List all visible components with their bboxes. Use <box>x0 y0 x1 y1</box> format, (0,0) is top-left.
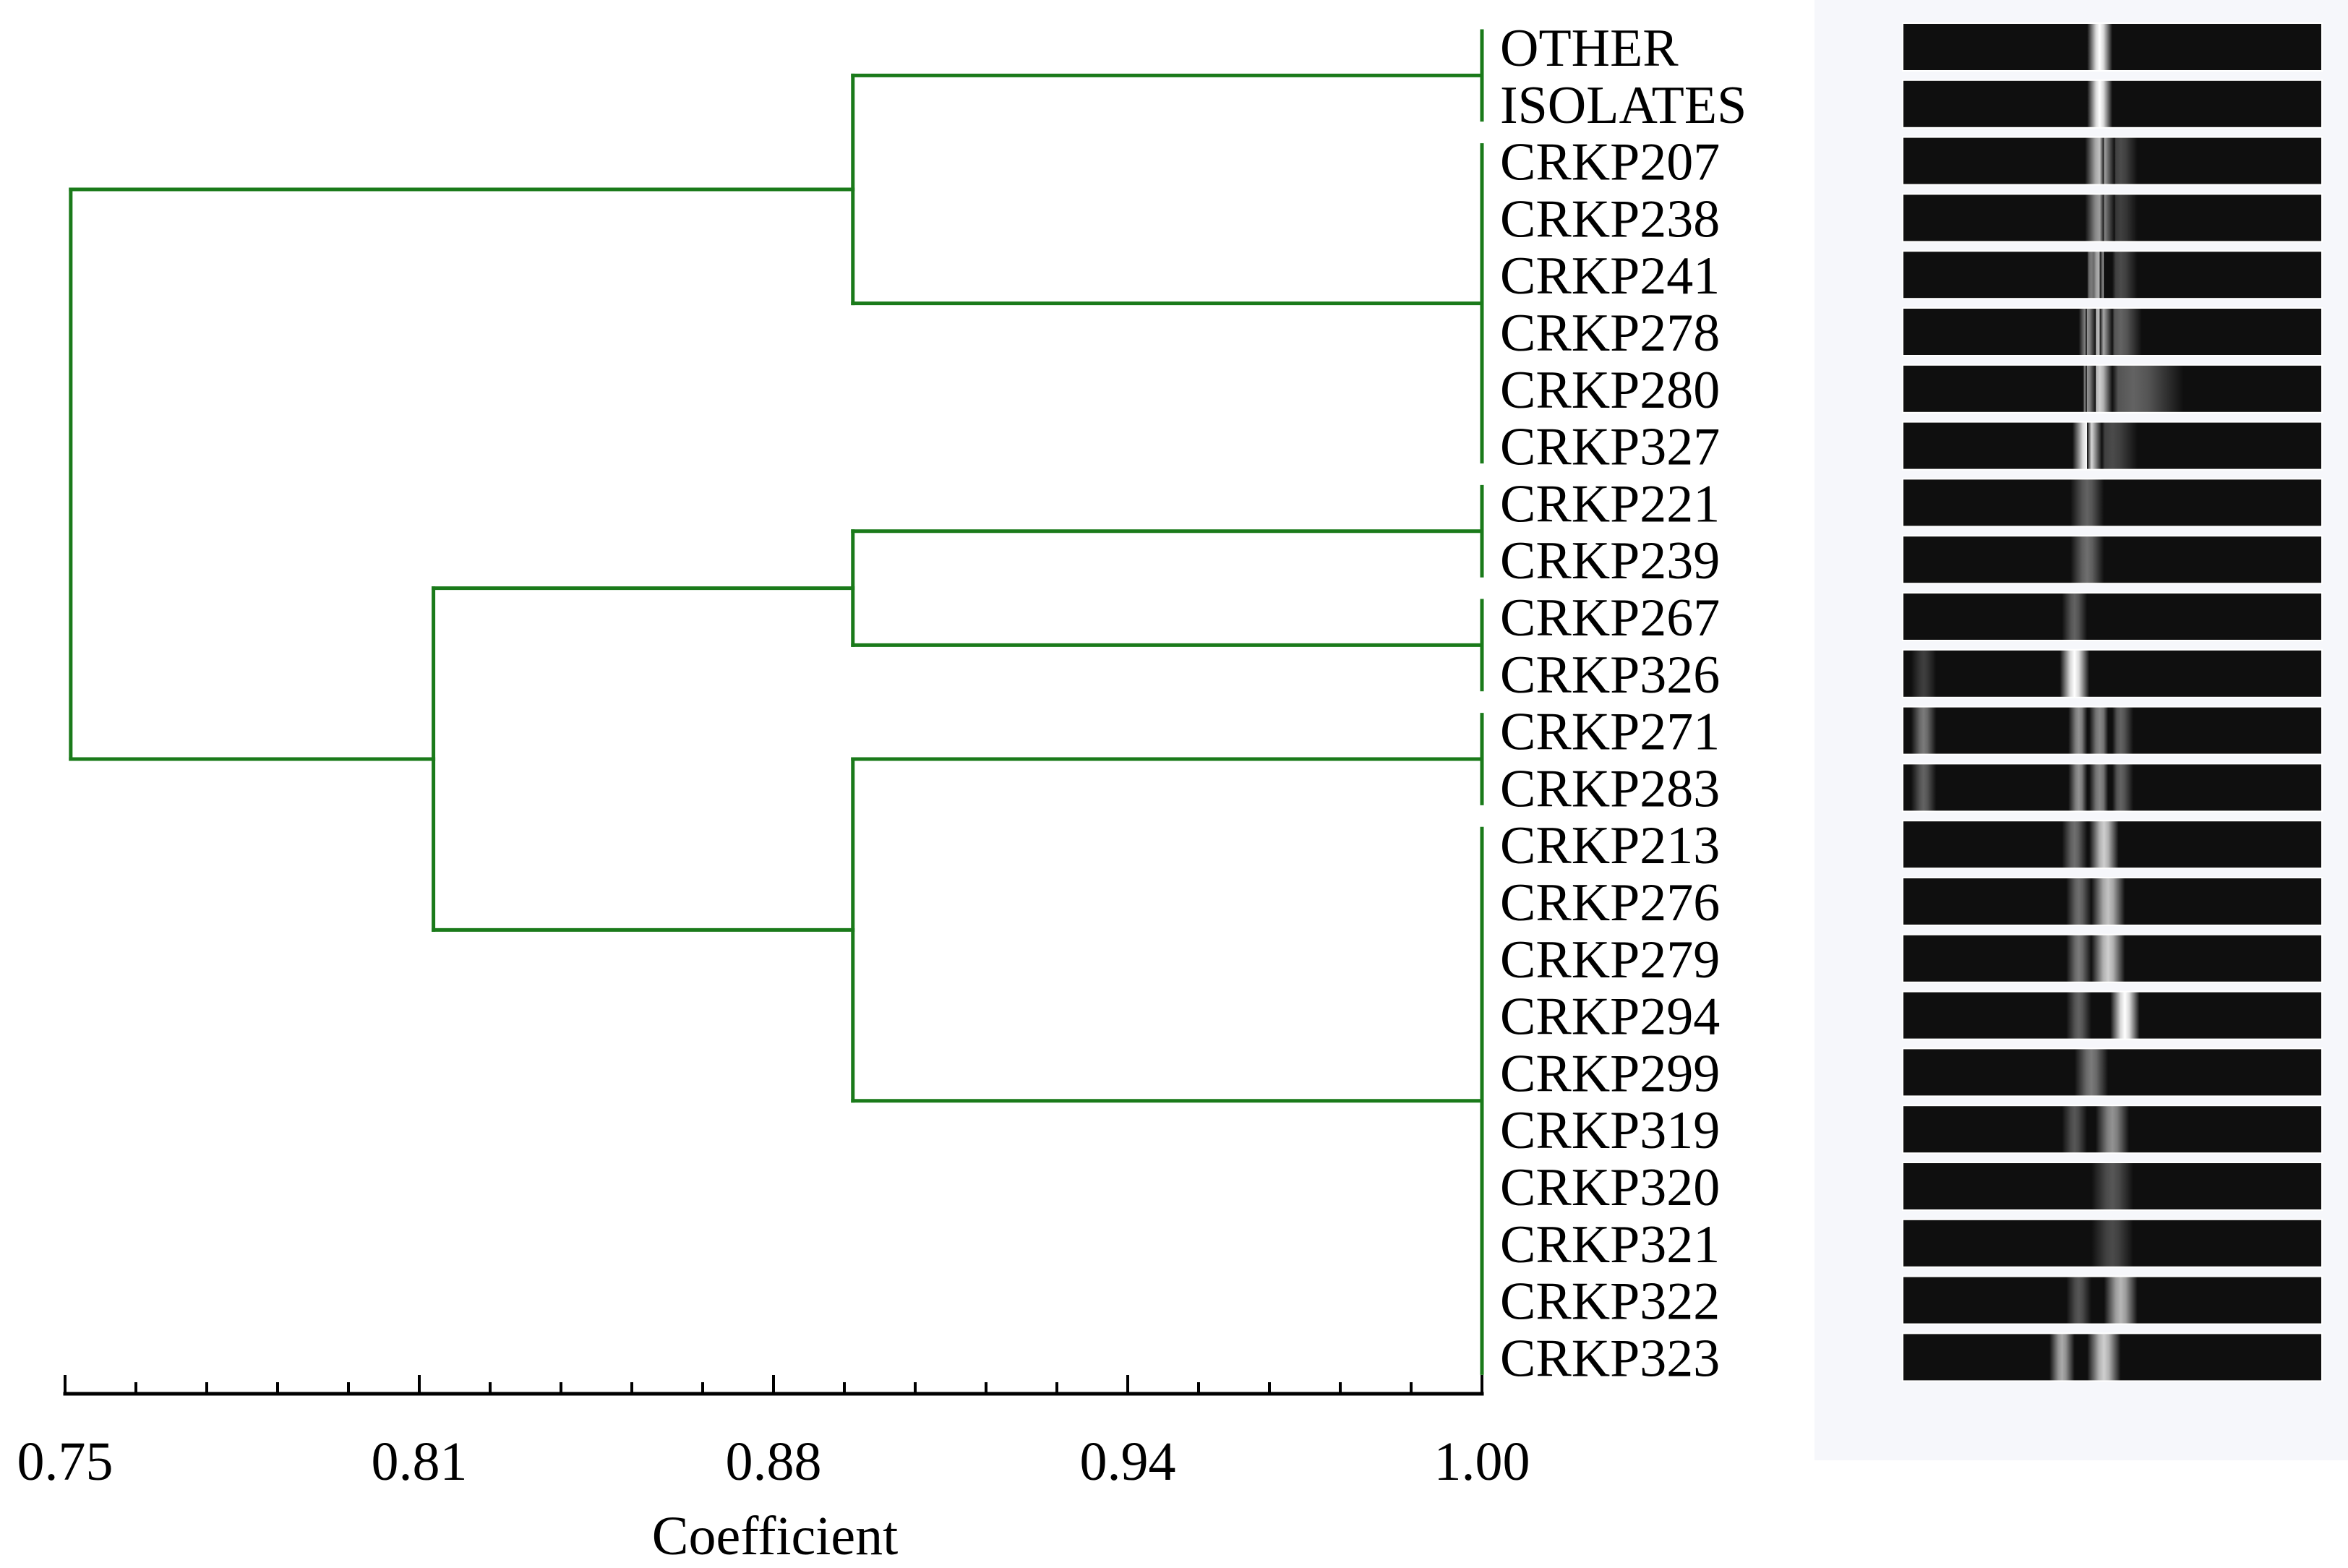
gel-lane <box>1902 990 2323 1040</box>
gel-lane <box>1902 820 2323 870</box>
gel-lane <box>1902 1218 2323 1268</box>
gel-lane <box>1902 421 2323 471</box>
gel-lane <box>1902 22 2323 72</box>
leaf-label: CRKP267 <box>1500 588 1720 648</box>
leaf-label: CRKP279 <box>1500 930 1720 990</box>
gel-lane <box>1902 763 2323 813</box>
gel-lane <box>1902 1275 2323 1325</box>
x-tick-label: 1.00 <box>1434 1431 1530 1492</box>
leaf-label: OTHER <box>1500 19 1679 78</box>
gel-lane <box>1902 592 2323 641</box>
gel-lane <box>1902 535 2323 585</box>
leaf-label: CRKP238 <box>1500 189 1720 249</box>
leaf-label: CRKP271 <box>1500 703 1720 762</box>
gel-lane <box>1902 933 2323 983</box>
leaf-label: CRKP278 <box>1500 304 1720 363</box>
gel-lane <box>1902 478 2323 528</box>
leaf-label: CRKP322 <box>1500 1272 1720 1332</box>
gel-lane <box>1902 1162 2323 1211</box>
leaf-label: CRKP280 <box>1500 361 1720 420</box>
gel-lane <box>1902 79 2323 129</box>
x-tick-label: 0.81 <box>372 1431 468 1492</box>
leaf-label: CRKP239 <box>1500 531 1720 591</box>
gel-lanes <box>1902 22 2323 1382</box>
leaf-label: CRKP207 <box>1500 133 1720 192</box>
leaf-label: ISOLATES <box>1500 76 1747 135</box>
gel-lane <box>1902 877 2323 926</box>
gel-lane <box>1902 307 2323 356</box>
leaf-label: CRKP283 <box>1500 759 1720 818</box>
leaf-label: CRKP213 <box>1500 816 1720 875</box>
gel-lane <box>1902 1105 2323 1154</box>
gel-lane <box>1902 250 2323 300</box>
leaf-label: CRKP326 <box>1500 646 1720 705</box>
gel-lane <box>1902 136 2323 186</box>
leaf-label: CRKP276 <box>1500 873 1720 933</box>
x-tick-label: 0.94 <box>1080 1431 1176 1492</box>
gel-lane <box>1902 648 2323 698</box>
gel-lane <box>1902 193 2323 243</box>
leaf-label: CRKP294 <box>1500 988 1720 1047</box>
leaf-label: CRKP319 <box>1500 1101 1720 1160</box>
x-axis-title: Coefficient <box>652 1506 898 1567</box>
leaf-label: CRKP221 <box>1500 474 1720 534</box>
gel-lane <box>1902 1332 2323 1382</box>
x-tick-label: 0.88 <box>726 1431 822 1492</box>
gel-lane <box>1902 706 2323 755</box>
dendrogram-branches <box>69 29 1484 1375</box>
x-tick-label: 0.75 <box>17 1431 113 1492</box>
leaf-label: CRKP321 <box>1500 1215 1720 1274</box>
gel-lane <box>1902 364 2323 414</box>
leaf-label: CRKP327 <box>1500 418 1720 477</box>
leaf-labels: OTHERISOLATESCRKP207CRKP238CRKP241CRKP27… <box>1500 19 1747 1388</box>
gel-lane <box>1902 1048 2323 1097</box>
leaf-label: CRKP299 <box>1500 1044 1720 1103</box>
x-axis: Coefficient 0.75 0.81 0.88 0.94 1.00 <box>17 1375 1530 1567</box>
leaf-label: CRKP323 <box>1500 1329 1720 1388</box>
leaf-label: CRKP241 <box>1500 247 1720 306</box>
leaf-label: CRKP320 <box>1500 1158 1720 1217</box>
